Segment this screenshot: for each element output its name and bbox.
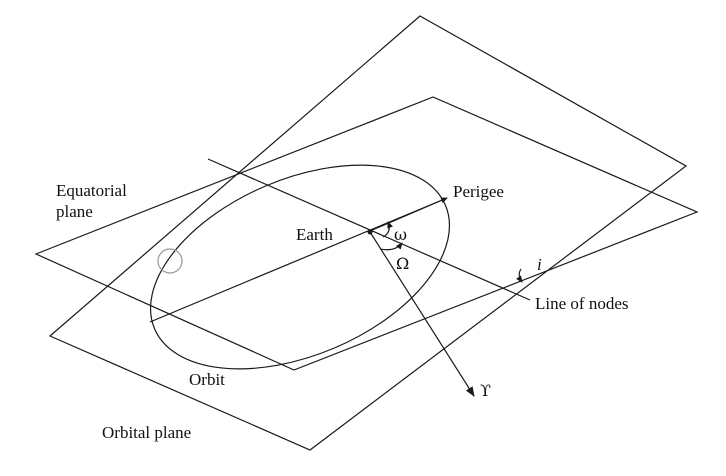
omega-arc: [382, 221, 394, 238]
perigee-arrow: [369, 197, 448, 232]
raan-arc: [379, 242, 403, 251]
satellite-marker: [157, 248, 183, 274]
orbit-label: Orbit: [189, 370, 225, 389]
orbital-plane-label: Orbital plane: [102, 423, 191, 442]
line-of-nodes-line: [207, 158, 531, 301]
orbital-plane: [48, 15, 688, 451]
line-of-nodes-label: Line of nodes: [535, 294, 628, 313]
inclination-arc: [516, 268, 523, 283]
perigee-label: Perigee: [453, 182, 504, 201]
earth-label: Earth: [296, 225, 333, 244]
omega-small-label: ω: [394, 225, 407, 244]
equatorial-plane-label-2: plane: [56, 202, 93, 221]
inclination-label: i: [537, 255, 542, 274]
omega-capital-label: Ω: [396, 254, 409, 273]
vernal-equinox-label: ϒ: [480, 381, 491, 400]
equatorial-plane: [34, 96, 699, 371]
vernal-equinox-arrow: [369, 231, 475, 397]
orbit-ellipse: [149, 164, 451, 370]
earth-point: [367, 229, 373, 235]
equatorial-plane-label-1: Equatorial: [56, 181, 127, 200]
